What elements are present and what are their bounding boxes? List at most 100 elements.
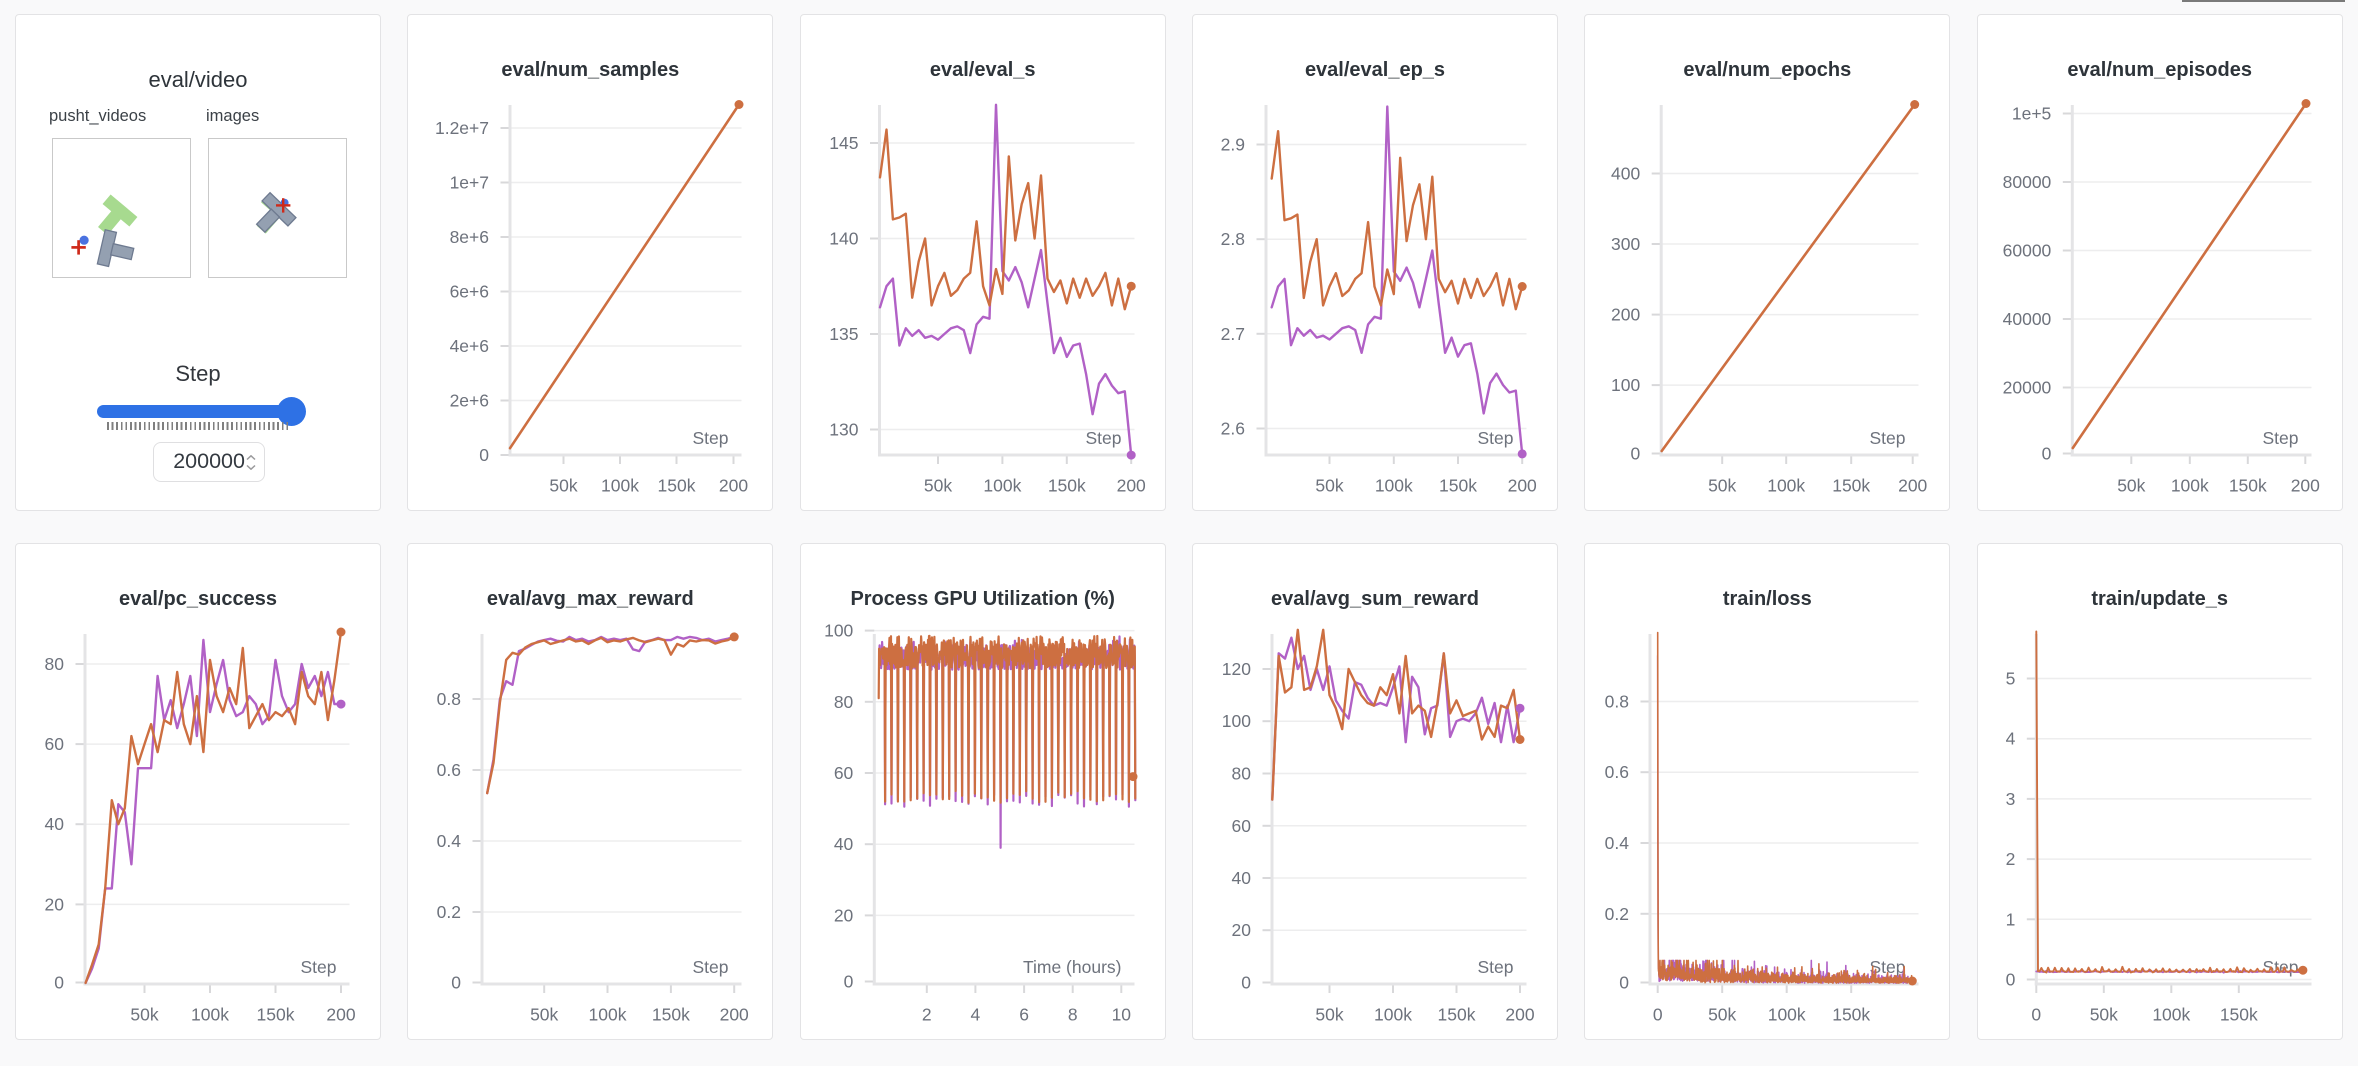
svg-text:0.4: 0.4: [1605, 833, 1630, 853]
svg-text:100k: 100k: [1768, 476, 1806, 496]
svg-text:Step: Step: [1085, 428, 1121, 448]
svg-text:50k: 50k: [1708, 1005, 1736, 1025]
svg-text:2.9: 2.9: [1221, 135, 1245, 155]
svg-text:150k: 150k: [1438, 1005, 1476, 1025]
svg-text:60: 60: [1232, 816, 1252, 836]
svg-text:0.6: 0.6: [1605, 762, 1629, 782]
svg-text:2: 2: [922, 1005, 932, 1025]
svg-text:200: 200: [1505, 1005, 1534, 1025]
svg-text:20: 20: [45, 894, 65, 914]
svg-text:150k: 150k: [2229, 476, 2267, 496]
svg-text:40: 40: [45, 814, 65, 834]
svg-text:100k: 100k: [191, 1005, 229, 1025]
svg-text:200: 200: [2290, 476, 2319, 496]
svg-text:0: 0: [480, 445, 490, 465]
svg-text:5: 5: [2005, 669, 2015, 689]
svg-text:150k: 150k: [652, 1005, 690, 1025]
svg-text:6e+6: 6e+6: [450, 282, 489, 302]
svg-text:Step: Step: [693, 957, 729, 977]
svg-text:Step: Step: [1870, 428, 1906, 448]
svg-text:40: 40: [834, 834, 854, 854]
svg-text:Step: Step: [2262, 957, 2298, 977]
svg-text:50k: 50k: [1315, 476, 1343, 496]
svg-text:80: 80: [45, 654, 65, 674]
svg-text:80: 80: [1232, 764, 1252, 784]
svg-text:200: 200: [1611, 305, 1640, 325]
svg-text:50k: 50k: [550, 476, 578, 496]
svg-text:150k: 150k: [1439, 476, 1477, 496]
svg-text:50k: 50k: [130, 1005, 158, 1025]
svg-text:100k: 100k: [601, 476, 639, 496]
svg-text:Step: Step: [693, 428, 729, 448]
svg-text:100k: 100k: [2171, 476, 2209, 496]
svg-text:150k: 150k: [2220, 1005, 2258, 1025]
svg-text:1.2e+7: 1.2e+7: [435, 118, 489, 138]
svg-text:0: 0: [1241, 973, 1251, 993]
svg-text:100k: 100k: [983, 476, 1021, 496]
svg-text:150k: 150k: [1833, 1005, 1871, 1025]
svg-text:0: 0: [2031, 1005, 2041, 1025]
svg-text:0.2: 0.2: [437, 902, 461, 922]
svg-text:100k: 100k: [2152, 1005, 2190, 1025]
svg-text:0: 0: [1653, 1005, 1663, 1025]
svg-text:100: 100: [824, 621, 853, 641]
svg-text:2.8: 2.8: [1221, 229, 1245, 249]
svg-text:150k: 150k: [1048, 476, 1086, 496]
svg-text:40: 40: [1232, 868, 1252, 888]
svg-text:20: 20: [834, 905, 854, 925]
svg-text:120: 120: [1222, 659, 1251, 679]
svg-text:2.6: 2.6: [1221, 419, 1245, 439]
svg-text:3: 3: [2005, 789, 2015, 809]
svg-text:50k: 50k: [924, 476, 952, 496]
svg-text:2e+6: 2e+6: [450, 391, 489, 411]
svg-text:100: 100: [1222, 711, 1251, 731]
svg-text:0: 0: [1620, 973, 1630, 993]
svg-text:Step: Step: [1478, 957, 1514, 977]
svg-text:80000: 80000: [2002, 172, 2051, 192]
svg-text:0: 0: [54, 973, 64, 993]
svg-text:6: 6: [1019, 1005, 1029, 1025]
svg-text:135: 135: [829, 324, 858, 344]
svg-text:400: 400: [1611, 164, 1640, 184]
svg-text:60000: 60000: [2002, 241, 2051, 261]
svg-text:0: 0: [2041, 444, 2051, 464]
svg-text:10: 10: [1111, 1005, 1131, 1025]
svg-text:150k: 150k: [1833, 476, 1871, 496]
svg-text:Step: Step: [301, 957, 337, 977]
svg-text:50k: 50k: [1708, 476, 1736, 496]
svg-text:0: 0: [843, 972, 853, 992]
svg-text:0: 0: [2005, 970, 2015, 990]
svg-text:130: 130: [829, 420, 858, 440]
svg-text:200: 200: [326, 1005, 355, 1025]
svg-text:200: 200: [720, 1005, 749, 1025]
svg-text:60: 60: [834, 763, 854, 783]
svg-text:200: 200: [1898, 476, 1927, 496]
svg-text:50k: 50k: [1315, 1005, 1343, 1025]
svg-text:2.7: 2.7: [1221, 324, 1245, 344]
svg-text:50k: 50k: [2117, 476, 2145, 496]
svg-text:100k: 100k: [589, 1005, 627, 1025]
svg-text:200: 200: [1508, 476, 1537, 496]
svg-text:1e+5: 1e+5: [2012, 104, 2051, 124]
svg-text:200: 200: [1116, 476, 1145, 496]
svg-text:4: 4: [2005, 729, 2015, 749]
svg-text:50k: 50k: [530, 1005, 558, 1025]
svg-text:8: 8: [1068, 1005, 1078, 1025]
svg-text:Step: Step: [2262, 428, 2298, 448]
svg-text:100: 100: [1611, 375, 1640, 395]
svg-text:Step: Step: [1870, 957, 1906, 977]
svg-text:Step: Step: [1478, 428, 1514, 448]
svg-text:1e+7: 1e+7: [450, 173, 489, 193]
svg-text:0: 0: [1631, 444, 1641, 464]
svg-text:2: 2: [2005, 849, 2015, 869]
svg-text:60: 60: [45, 734, 65, 754]
svg-text:100k: 100k: [1375, 476, 1413, 496]
svg-text:100k: 100k: [1374, 1005, 1412, 1025]
svg-text:0.6: 0.6: [437, 760, 461, 780]
svg-text:0.2: 0.2: [1605, 904, 1629, 924]
svg-text:0: 0: [452, 973, 462, 993]
svg-text:300: 300: [1611, 234, 1640, 254]
svg-text:200: 200: [719, 476, 748, 496]
svg-text:100k: 100k: [1768, 1005, 1806, 1025]
svg-text:0.4: 0.4: [437, 831, 462, 851]
